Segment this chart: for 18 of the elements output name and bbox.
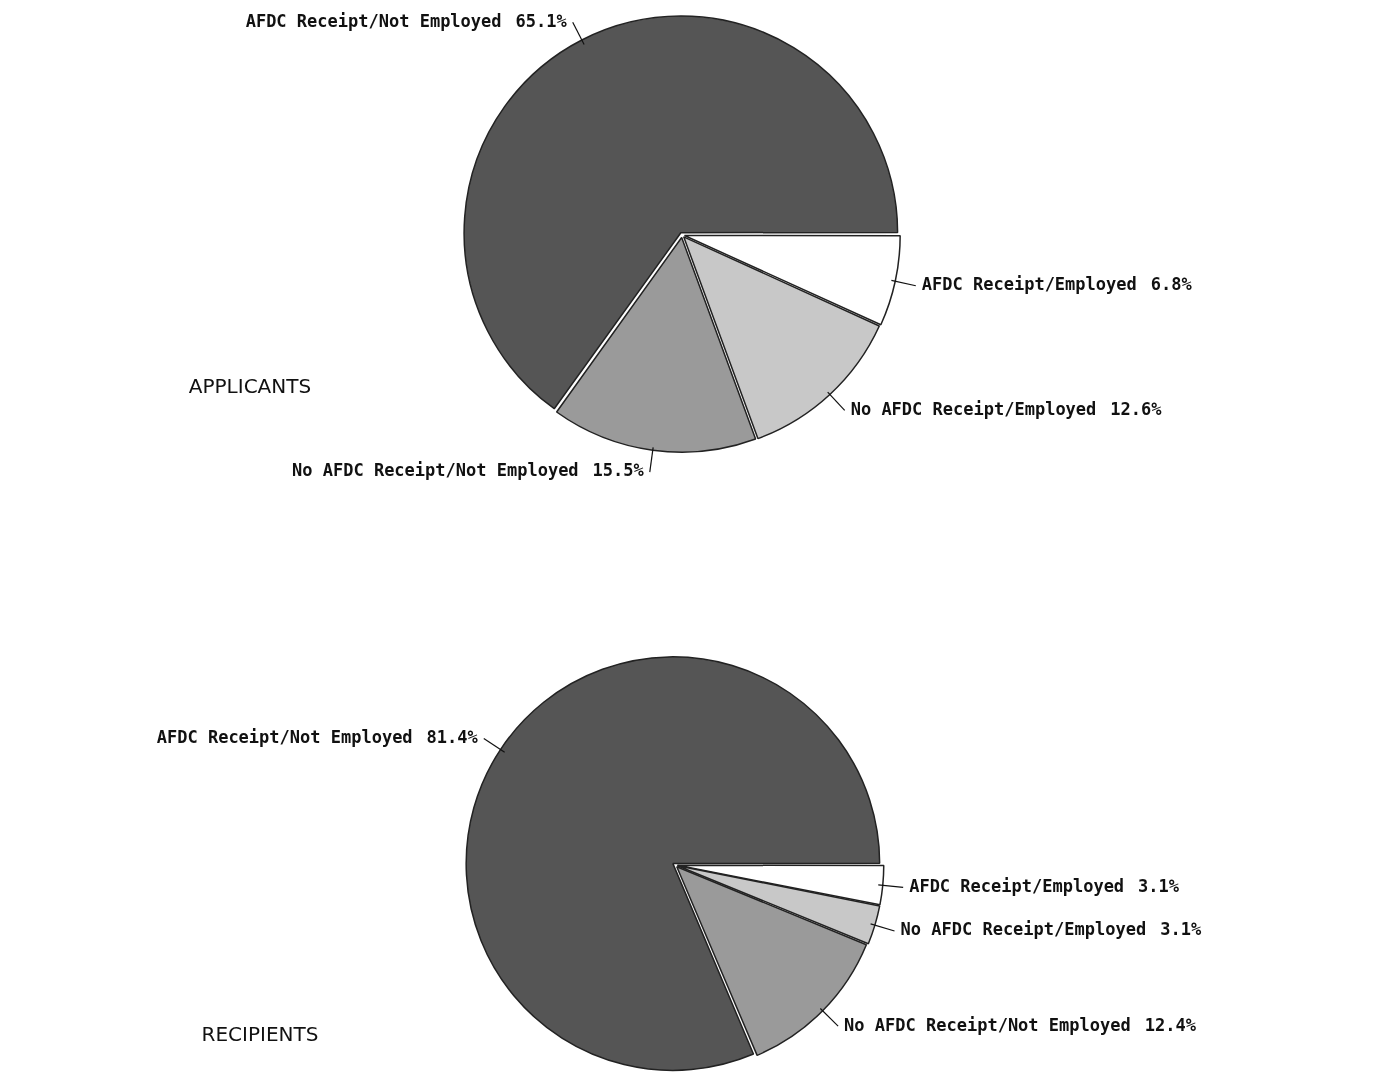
slice-label: No AFDC Receipt/Employed — [900, 919, 1147, 940]
text: RECIPIENTS — [201, 1022, 319, 1047]
data-label: 12.4% — [1144, 1014, 1197, 1035]
slice-label: AFDC Receipt/Employed — [909, 875, 1125, 896]
slice-label: AFDC Receipt/Not Employed — [245, 10, 502, 31]
data-label: 3.1% — [1160, 919, 1202, 940]
slice-label: No AFDC Receipt/Not Employed — [844, 1014, 1131, 1035]
slice-label: No AFDC Receipt/Employed — [850, 398, 1097, 419]
data-label: 3.1% — [1138, 875, 1180, 896]
text: APPLICANTS — [188, 374, 312, 399]
data-label: 65.1% — [515, 10, 568, 31]
slice-label: AFDC Receipt/Not Employed — [156, 726, 413, 747]
slice-label: No AFDC Receipt/Not Employed — [292, 460, 579, 481]
data-label: 12.6% — [1110, 398, 1163, 419]
data-label: 15.5% — [592, 460, 645, 481]
data-label: 81.4% — [426, 726, 479, 747]
slice-label: AFDC Receipt/Employed — [921, 274, 1137, 295]
data-label: 6.8% — [1150, 274, 1193, 295]
